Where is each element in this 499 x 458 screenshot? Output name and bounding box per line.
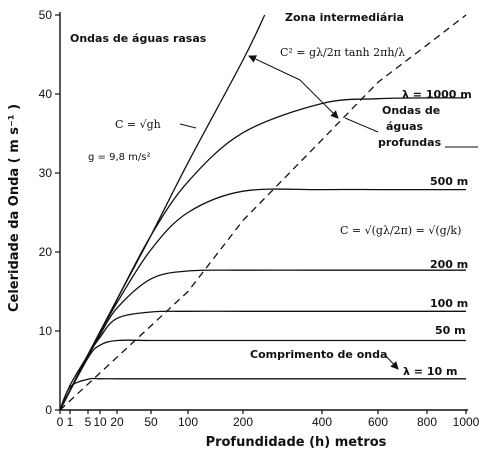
x-tick-label: 50	[144, 415, 158, 429]
wavelength-annotation: Comprimento de onda	[250, 348, 387, 361]
x-axis-label: Profundidade (h) metros	[206, 435, 387, 450]
deep-leader-left	[344, 117, 379, 133]
series-label-50: 50 m	[435, 324, 466, 337]
series-line-200	[59, 269, 466, 411]
x-tick-label: 20	[110, 415, 124, 429]
x-ticks: 0 1 5 10 20 50 100 200 400 600 800 1000	[57, 410, 480, 429]
series-label-1000: λ = 1000 m	[402, 88, 472, 101]
x-tick-label: 1	[67, 415, 74, 429]
y-tick-label: 40	[39, 87, 53, 101]
deep-water-annotation-2: águas	[386, 120, 424, 133]
series-line-50	[59, 339, 466, 411]
shallow-water-limit-line	[59, 14, 266, 411]
y-ticks: 0 10 20 30 40 50	[39, 8, 60, 417]
y-tick-label: 20	[39, 245, 53, 259]
series-line-100	[59, 310, 466, 411]
deep-water-annotation-3: profundas	[378, 136, 442, 149]
series-label-100: 100 m	[430, 297, 468, 310]
y-tick-label: 10	[39, 324, 53, 338]
intermediate-zone-annotation: Zona intermediária	[285, 11, 404, 24]
series-line-10	[59, 377, 466, 411]
sqrt-gh-annotation: C = √gh	[115, 118, 161, 131]
series-label-500: 500 m	[430, 175, 468, 188]
series-label-200: 200 m	[430, 258, 468, 271]
wavelength-arrow	[384, 354, 399, 370]
x-tick-label: 600	[368, 415, 388, 429]
gravity-annotation: g = 9,8 m/s²	[88, 152, 151, 163]
y-axis-label: Celeridade da Onda ( m s⁻¹ )	[7, 104, 22, 312]
series-label-10: λ = 10 m	[403, 365, 457, 378]
deep-water-formula: C = √(gλ/2π) = √(g/k)	[340, 224, 461, 237]
y-tick-label: 50	[39, 8, 53, 22]
x-tick-label: 800	[417, 415, 437, 429]
x-tick-label: 200	[233, 415, 253, 429]
deep-water-annotation-1: Ondas de	[382, 104, 440, 117]
y-tick-label: 0	[45, 403, 52, 417]
x-tick-label: 1000	[453, 415, 480, 429]
intermediate-arrow-right	[299, 79, 339, 119]
y-tick-label: 30	[39, 166, 53, 180]
shallow-water-annotation: Ondas de águas rasas	[70, 32, 207, 45]
x-tick-label: 5	[85, 415, 92, 429]
x-tick-label: 10	[93, 415, 107, 429]
x-tick-label: 400	[312, 415, 332, 429]
x-tick-label: 100	[178, 415, 198, 429]
x-tick-label: 0	[57, 415, 64, 429]
intermediate-arrow-left	[248, 55, 301, 81]
sqrt-gh-leader	[179, 123, 197, 129]
intermediate-formula: C² = gλ/2π tanh 2πh/λ	[280, 46, 405, 59]
deep-water-limit-dashed-line	[59, 14, 467, 411]
